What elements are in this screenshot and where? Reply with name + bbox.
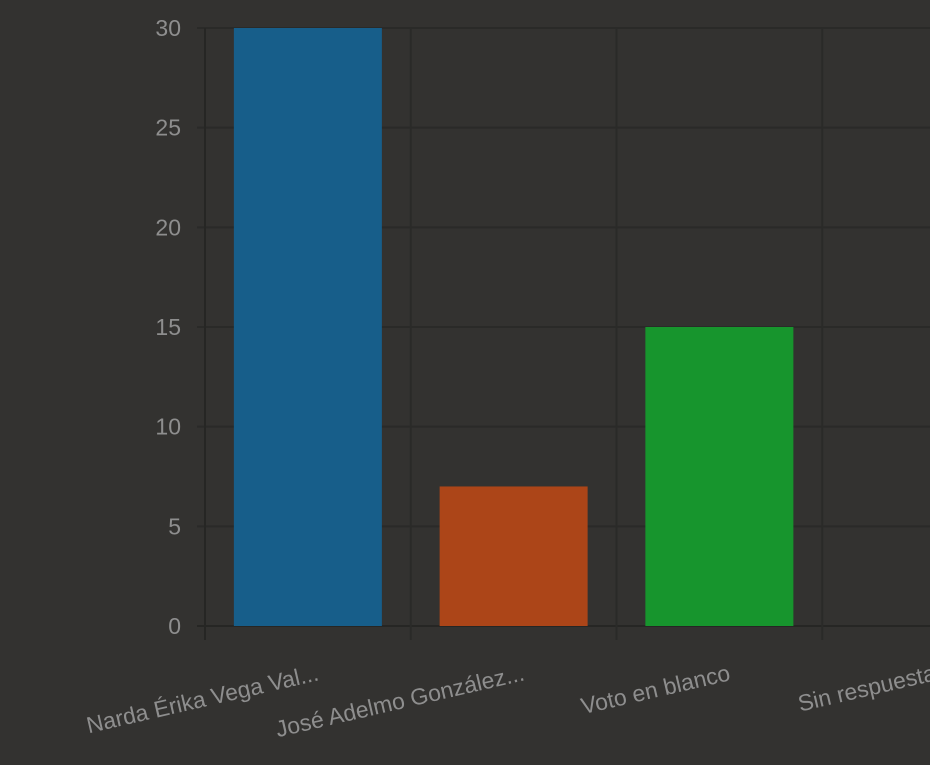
y-tick-label: 10 [155,414,181,440]
x-axis-ticks: Narda Érika Vega Val...José Adelmo Gonzá… [84,659,930,742]
bar-2 [645,327,793,626]
bar-1 [440,486,588,626]
y-axis-ticks: 0 5 10 15 20 25 30 [155,15,181,639]
y-tick-label: 30 [155,15,181,41]
bar-0 [234,28,382,626]
y-tick-label: 15 [155,314,181,340]
y-tick-label: 20 [155,214,181,240]
y-tick-label: 5 [168,513,181,539]
y-tick-label: 0 [168,613,181,639]
y-tick-label: 25 [155,115,181,141]
x-tick-label: Sin respuesta [795,659,930,716]
x-tick-label: Voto en blanco [578,660,732,720]
